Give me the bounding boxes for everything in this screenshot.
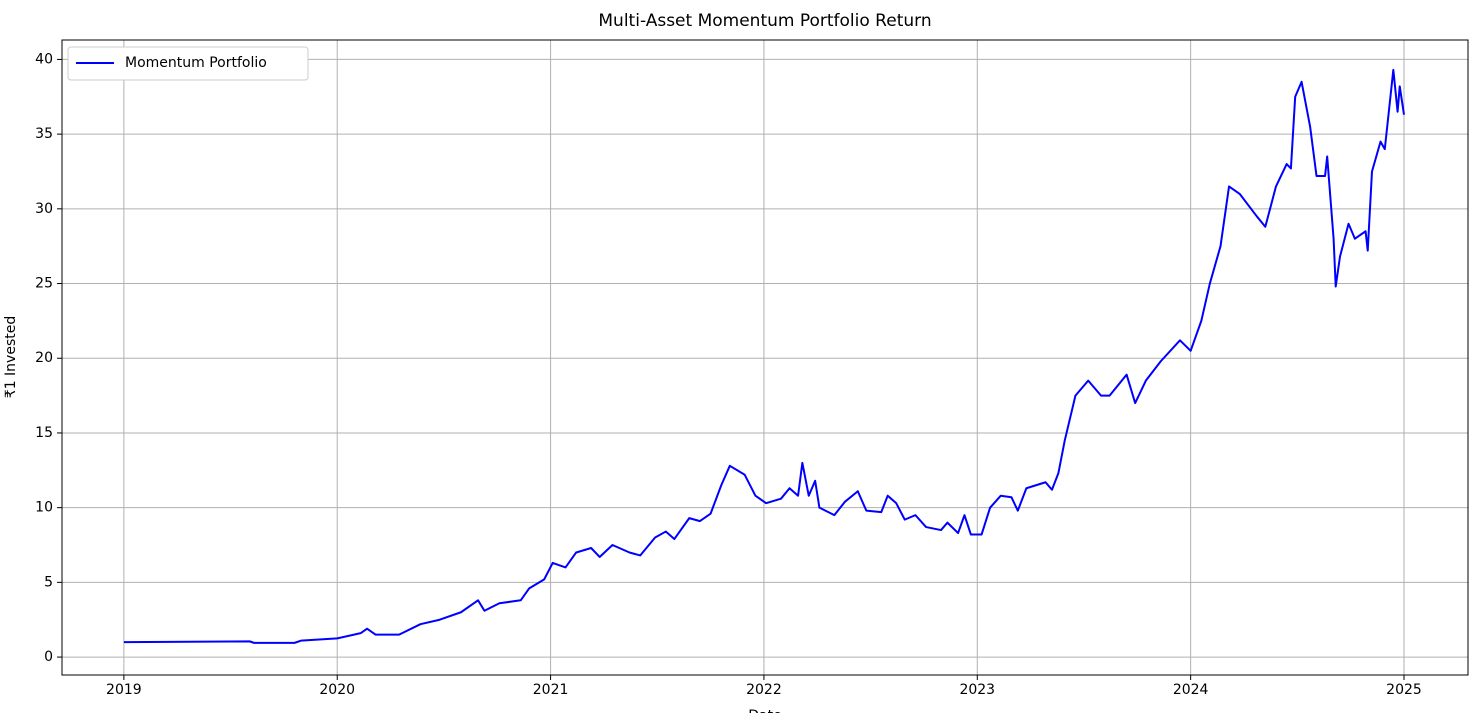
x-tick-label: 2019 <box>106 682 142 698</box>
x-tick-label: 2020 <box>319 682 355 698</box>
y-tick-label: 5 <box>44 574 53 590</box>
x-axis-label: Date <box>748 708 781 713</box>
chart-title: Multi-Asset Momentum Portfolio Return <box>598 11 931 31</box>
y-tick-label: 0 <box>44 649 53 665</box>
data-line <box>123 68 1405 644</box>
y-tick-label: 40 <box>35 51 53 67</box>
plot-frame <box>61 39 1469 676</box>
legend: Momentum Portfolio <box>67 46 309 81</box>
legend-box <box>67 46 309 81</box>
x-tick-label: 2022 <box>746 682 782 698</box>
y-tick-label: 10 <box>35 500 53 516</box>
y-tick-label: 30 <box>35 201 53 217</box>
legend-label: Momentum Portfolio <box>125 55 267 71</box>
y-tick-label: 15 <box>35 425 53 441</box>
x-tick-label: 2021 <box>533 682 569 698</box>
y-axis-label: ₹1 Invested <box>3 316 19 398</box>
y-tick-label: 35 <box>35 126 53 142</box>
x-tick-label: 2023 <box>959 682 995 698</box>
x-tick-label: 2024 <box>1173 682 1209 698</box>
x-tick-label: 2025 <box>1386 682 1422 698</box>
y-tick-label: 25 <box>35 276 53 292</box>
y-tick-label: 20 <box>35 350 53 366</box>
